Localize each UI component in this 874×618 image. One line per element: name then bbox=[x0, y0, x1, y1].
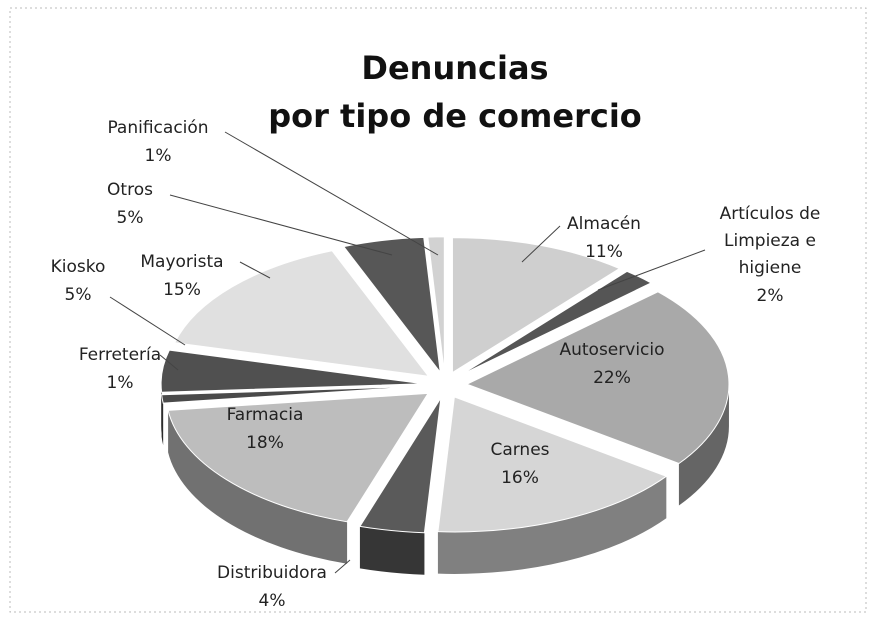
category-label: Carnes bbox=[490, 440, 549, 460]
leader-line bbox=[521, 225, 561, 263]
category-label: Mayorista bbox=[140, 252, 223, 272]
slice bbox=[167, 392, 429, 523]
value-label: 1% bbox=[107, 373, 134, 393]
slice bbox=[427, 236, 445, 372]
category-label: Kiosko bbox=[51, 257, 106, 277]
value-label: 16% bbox=[501, 468, 539, 488]
value-label: 1% bbox=[145, 146, 172, 166]
value-label: 2% bbox=[757, 286, 784, 306]
slice bbox=[465, 291, 730, 465]
leader-line bbox=[224, 131, 439, 256]
leader-line bbox=[597, 249, 706, 291]
category-label: Panificación bbox=[107, 118, 208, 138]
leader-line bbox=[109, 296, 186, 346]
category-label: Distribuidora bbox=[217, 563, 327, 583]
value-label: 5% bbox=[117, 208, 144, 228]
category-label: Artículos de Limpieza e higiene bbox=[720, 204, 821, 278]
leader-line bbox=[169, 194, 393, 256]
category-label: Almacén bbox=[567, 214, 641, 234]
slice-tops bbox=[160, 236, 730, 534]
slice-side bbox=[678, 384, 729, 506]
slice bbox=[342, 236, 441, 374]
leader-line bbox=[239, 261, 271, 279]
value-label: 15% bbox=[163, 280, 201, 300]
slice-side bbox=[168, 410, 348, 564]
slice-walls bbox=[161, 383, 729, 575]
value-label: 11% bbox=[585, 242, 623, 262]
category-label: Otros bbox=[107, 180, 153, 200]
slice-side bbox=[161, 394, 164, 446]
category-label: Ferretería bbox=[79, 345, 161, 365]
leader-line bbox=[334, 559, 351, 574]
value-label: 22% bbox=[593, 368, 631, 388]
category-label: Autoservicio bbox=[559, 340, 664, 360]
slice bbox=[160, 349, 424, 393]
slice bbox=[437, 396, 668, 533]
value-label: 5% bbox=[65, 285, 92, 305]
slice bbox=[459, 270, 653, 376]
slice bbox=[161, 385, 424, 404]
slice bbox=[359, 397, 442, 534]
slice-side bbox=[359, 526, 425, 575]
slice bbox=[173, 250, 430, 377]
slice-side bbox=[437, 476, 667, 574]
slice bbox=[451, 237, 621, 374]
category-label: Farmacia bbox=[227, 405, 304, 425]
value-label: 4% bbox=[259, 591, 286, 611]
chart-title: Denuncias por tipo de comercio bbox=[268, 49, 642, 135]
value-label: 18% bbox=[246, 433, 284, 453]
leader-line bbox=[159, 354, 179, 371]
